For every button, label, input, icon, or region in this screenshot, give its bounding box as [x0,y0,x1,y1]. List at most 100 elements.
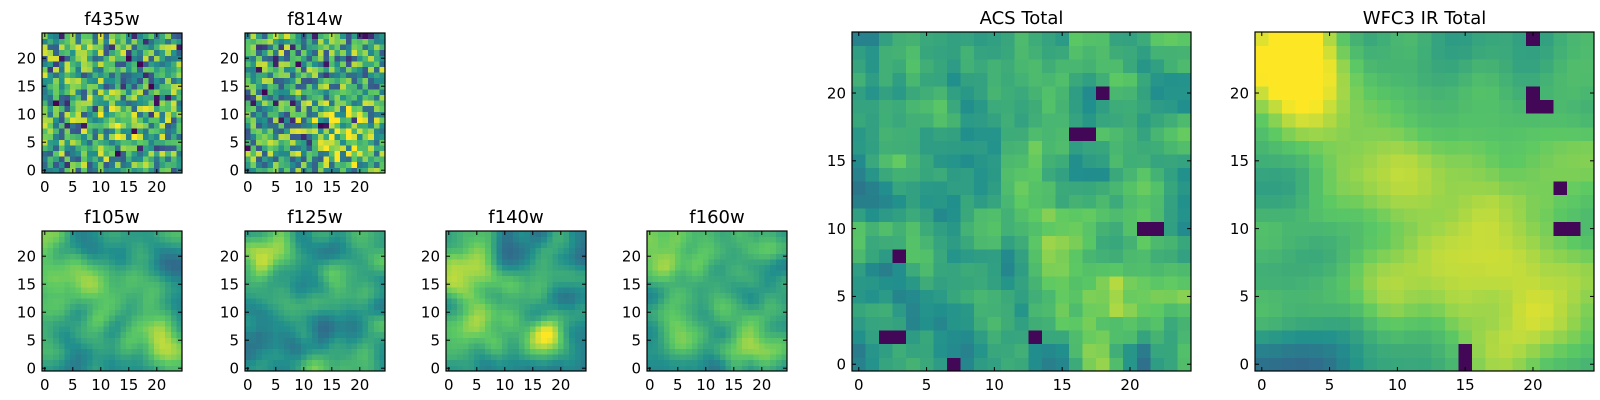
heatmap-cell [64,145,71,151]
heatmap-cell [159,117,166,123]
heatmap-cell [159,348,166,355]
heatmap-cell [764,315,771,321]
heatmap-cell [1444,303,1459,318]
heatmap-cell [736,348,743,355]
heatmap-cell [170,94,177,101]
heatmap-cell [764,326,771,333]
heatmap-cell [323,292,330,299]
heatmap-cell [47,298,54,305]
heatmap-cell [513,365,520,372]
heatmap-cell [176,270,183,277]
heatmap-cell [53,365,60,372]
heatmap-cell [1109,59,1124,74]
heatmap-cell [1177,357,1192,372]
heatmap-cell [759,359,765,366]
heatmap-cell [1390,167,1405,182]
heatmap-cell [379,231,386,237]
heatmap-cell [250,55,257,62]
heatmap-cell [245,343,251,349]
heatmap-cell [131,264,138,271]
heatmap-cell [261,100,268,107]
heatmap-cell [1014,194,1029,209]
heatmap-cell [462,303,469,310]
heatmap-cell [312,66,319,73]
heatmap-cell [301,315,307,321]
heatmap-cell [301,44,307,51]
heatmap-cell [502,348,508,355]
heatmap-cell [675,298,681,305]
heatmap-cell [775,348,782,355]
heatmap-cell [1255,316,1269,331]
heatmap-cell [1068,167,1083,182]
heatmap-cell [98,89,104,95]
heatmap-cell [1336,235,1351,250]
heatmap-cell [697,365,704,372]
heatmap-cell [340,49,347,56]
heatmap-cell [663,337,670,344]
heatmap-cell [697,326,704,333]
heatmap-cell [518,320,525,327]
heatmap-cell [289,128,296,135]
heatmap-cell [81,298,88,305]
heatmap-cell [126,105,132,112]
heatmap-cell [131,83,138,90]
heatmap-cell [345,55,352,62]
heatmap-cell [47,77,54,84]
heatmap-cell [250,259,257,265]
heatmap-cell [1512,194,1527,209]
x-tick-label: 0 [243,178,253,196]
heatmap-cell [53,89,60,95]
heatmap-cell [109,100,116,107]
heatmap-cell [126,298,132,305]
heatmap-cell [906,45,921,60]
heatmap-cell [165,133,172,140]
heatmap-cell [120,343,127,349]
heatmap-cell [142,55,149,62]
heatmap-cell [345,343,352,349]
heatmap-cell [496,253,503,260]
heatmap-cell [295,117,302,123]
heatmap-cell [98,303,104,310]
heatmap-cell [250,348,257,355]
heatmap-cell [541,309,548,316]
heatmap-cell [165,320,172,327]
heatmap-cell [261,128,268,135]
heatmap-cell [131,275,138,282]
heatmap-cell [1566,221,1581,236]
heatmap-cell [865,126,880,141]
heatmap-cell [75,259,82,265]
heatmap-cell [137,89,144,95]
heatmap-cell [865,32,880,46]
heatmap-cell [109,128,116,135]
heatmap-cell [1014,262,1029,277]
heatmap-cell [1458,276,1473,290]
heatmap-cell [535,298,542,305]
heatmap-cell [1068,32,1083,46]
heatmap-cell [1377,289,1391,304]
heatmap-cell [142,264,149,271]
heatmap-cell [919,330,934,345]
heatmap-cell [86,128,93,135]
heatmap-cell [669,331,676,338]
heatmap-cell [357,270,363,277]
heatmap-cell [42,66,48,73]
heatmap-cell [446,236,452,243]
heatmap-cell [919,276,934,290]
heatmap-cell [329,303,335,310]
heatmap-cell [708,264,715,271]
heatmap-cell [747,259,754,265]
heatmap-cell [345,303,352,310]
heatmap-cell [1014,72,1029,87]
heatmap-cell [109,83,116,90]
heatmap-cell [289,320,296,327]
heatmap-cell [933,99,948,114]
heatmap-cell [736,281,743,288]
panel-title: f140w [488,207,543,228]
heatmap-cell [53,359,60,366]
heatmap-cell [159,72,166,79]
heatmap-cell [273,287,279,293]
heatmap-cell [295,326,302,333]
heatmap-cell [357,253,363,260]
heatmap-cell [1485,248,1500,263]
heatmap-cell [919,140,934,155]
